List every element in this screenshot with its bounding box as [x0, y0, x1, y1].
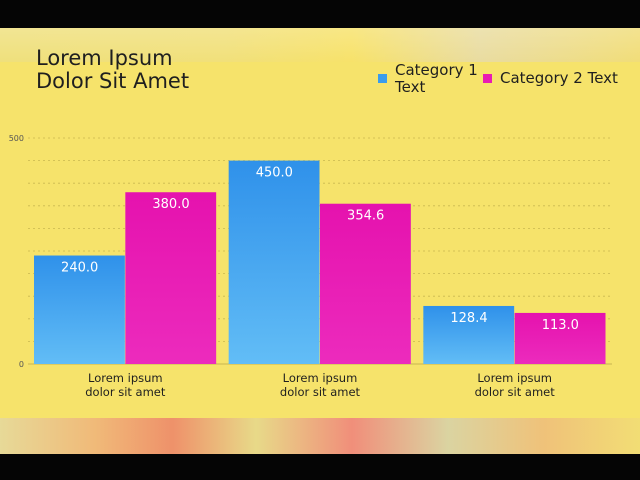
- top-band-highlight: [0, 28, 640, 62]
- bottom-decorative-band: [0, 418, 640, 454]
- chart-stage: [0, 28, 640, 454]
- top-decorative-band: [0, 28, 640, 62]
- data-label-series-2: 380.0: [152, 197, 189, 212]
- bar-series-1: [34, 255, 125, 364]
- legend-swatch-series-2: [483, 74, 492, 83]
- bar-series-2: [125, 192, 217, 364]
- x-category-label: Lorem ipsum: [88, 371, 163, 385]
- bar-series-1: [228, 160, 320, 364]
- bar-series-2: [514, 312, 606, 364]
- chart-title-line-2: Dolor Sit Amet: [36, 69, 190, 93]
- legend-label-series-1-line-1: Category 1: [395, 61, 478, 79]
- y-tick-label: 0: [19, 360, 24, 369]
- x-category-label: Lorem ipsum: [283, 371, 358, 385]
- chart-title-line-1: Lorem Ipsum: [36, 46, 173, 70]
- y-tick-label: 500: [9, 134, 24, 143]
- x-category-label: dolor sit amet: [475, 385, 556, 399]
- letterbox-bottom: [0, 454, 640, 480]
- legend-label-series-1: Category 1 Text: [395, 62, 478, 96]
- data-label-series-2: 354.6: [347, 209, 384, 224]
- x-category-label: Lorem ipsum: [477, 371, 552, 385]
- legend-label-series-1-line-2: Text: [395, 78, 426, 96]
- data-label-series-1: 240.0: [61, 261, 98, 276]
- legend-label-series-2: Category 2 Text: [500, 69, 618, 87]
- bar-series-1: [423, 305, 515, 364]
- legend-swatch-series-1: [378, 74, 387, 83]
- chart-title: Lorem Ipsum Dolor Sit Amet: [36, 47, 189, 93]
- data-label-series-1: 128.4: [450, 311, 487, 326]
- letterbox-top: [0, 0, 640, 28]
- x-category-label: dolor sit amet: [85, 385, 166, 399]
- bar-series-2: [320, 203, 411, 364]
- data-label-series-1: 450.0: [256, 166, 293, 181]
- data-label-series-2: 113.0: [542, 318, 579, 333]
- x-category-label: dolor sit amet: [280, 385, 361, 399]
